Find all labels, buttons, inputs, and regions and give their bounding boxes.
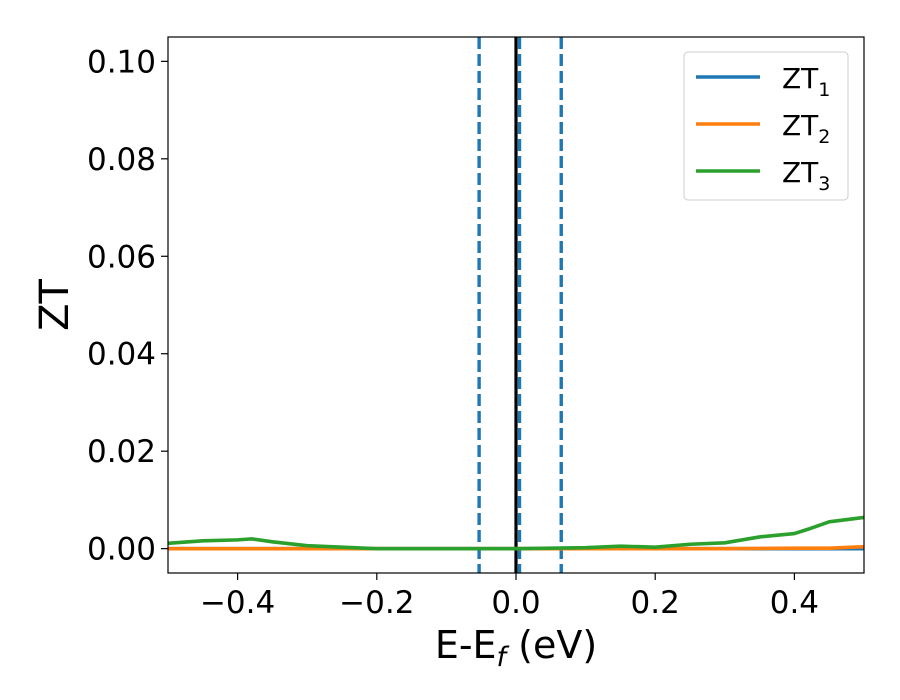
- x-tick-label: 0.4: [770, 585, 819, 621]
- x-tick-label: −0.4: [200, 585, 275, 621]
- legend-label: ZT1: [782, 62, 830, 101]
- legend-label-main: ZT: [782, 109, 819, 142]
- reference-lines: [477, 37, 563, 573]
- x-axis-label: E-Ef (eV): [435, 623, 597, 673]
- y-axis-ticks: 0.00 0.02 0.04 0.06 0.08 0.10: [87, 44, 168, 568]
- y-tick-label: 0.00: [87, 532, 156, 568]
- legend-box: [683, 51, 849, 201]
- legend-label-subscript: 3: [818, 173, 830, 195]
- y-tick-label: 0.04: [87, 337, 156, 373]
- legend-label-subscript: 2: [818, 126, 830, 148]
- legend-label-main: ZT: [782, 62, 819, 95]
- x-axis-label-suffix: (eV): [506, 623, 597, 667]
- legend-label: ZT2: [782, 109, 830, 148]
- legend-label: ZT3: [782, 156, 830, 195]
- y-axis-label: ZT: [32, 279, 78, 331]
- y-tick-label: 0.10: [87, 44, 156, 80]
- series-line-zt3: [168, 515, 864, 551]
- x-axis-label-main: E-E: [435, 623, 497, 667]
- x-tick-label: −0.2: [339, 585, 414, 621]
- y-tick-label: 0.06: [87, 239, 156, 275]
- x-axis-ticks: −0.4 −0.2 0.0 0.2 0.4: [200, 573, 819, 621]
- x-tick-label: 0.0: [491, 585, 540, 621]
- y-tick-label: 0.02: [87, 434, 156, 470]
- legend-label-main: ZT: [782, 156, 819, 189]
- y-tick-label: 0.08: [87, 142, 156, 178]
- x-tick-label: 0.2: [631, 585, 680, 621]
- series-lines: [168, 515, 864, 551]
- legend-label-subscript: 1: [818, 79, 830, 101]
